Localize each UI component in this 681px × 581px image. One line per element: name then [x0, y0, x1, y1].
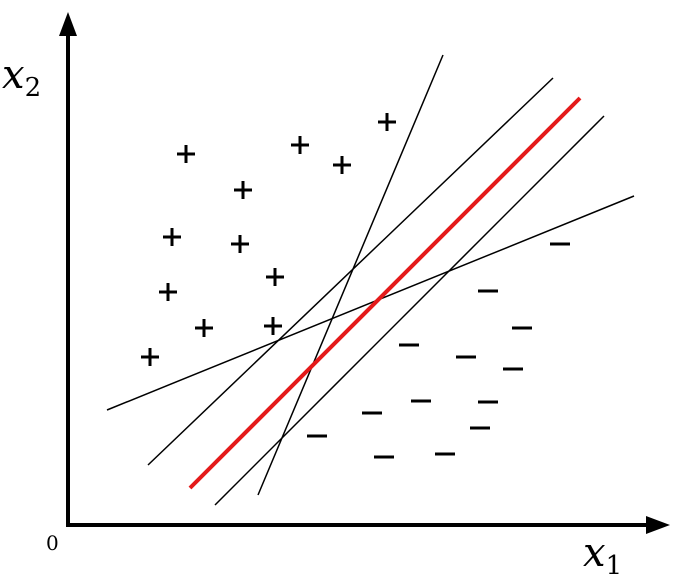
separator-line: [257, 54, 444, 496]
y-arrow: [59, 12, 77, 36]
positive-sample: [177, 145, 195, 163]
x-axis-label: x1: [583, 530, 622, 581]
positive-sample: [378, 113, 396, 131]
separator-line: [106, 195, 635, 411]
positive-sample: [291, 136, 309, 154]
candidate-lines: [106, 54, 635, 506]
positive-sample: [159, 283, 177, 301]
y-label-base: x: [2, 52, 25, 98]
separator-line: [214, 115, 605, 506]
origin-label: 0: [46, 531, 59, 555]
positive-sample: [195, 319, 213, 337]
optimal-separator: [188, 96, 582, 490]
separator-line: [147, 77, 554, 466]
positive-sample: [163, 228, 181, 246]
positive-sample: [141, 348, 159, 366]
positive-sample: [266, 268, 284, 286]
y-axis-label: x2: [2, 52, 41, 103]
positive-sample: [231, 235, 249, 253]
x-label-sub: 1: [606, 551, 623, 581]
x-label-base: x: [583, 530, 606, 576]
positive-sample: [234, 181, 252, 199]
x-arrow: [646, 516, 670, 534]
y-label-sub: 2: [25, 73, 42, 103]
positive-sample: [333, 156, 351, 174]
axes: [66, 30, 652, 527]
positive-sample: [264, 317, 282, 335]
samples: [141, 113, 570, 459]
